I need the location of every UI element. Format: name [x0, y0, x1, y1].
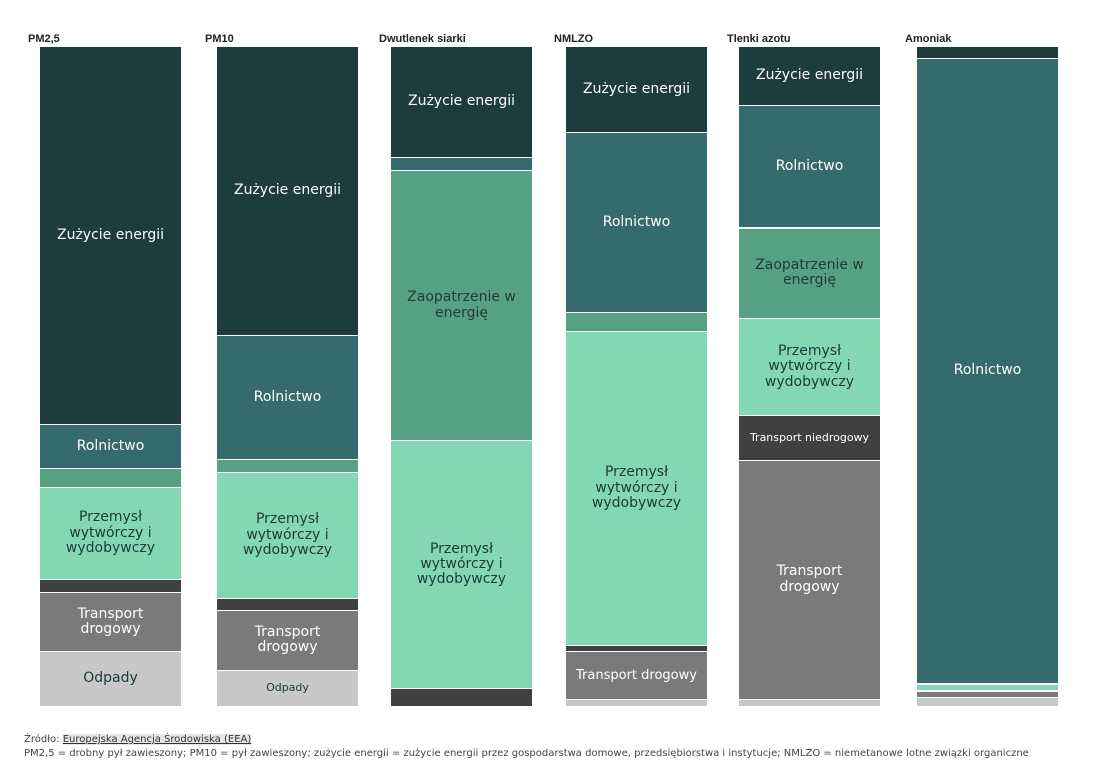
segment-label: Transport drogowy — [254, 624, 321, 656]
bar-segment-rolnictwo[interactable]: Rolnictwo — [566, 132, 707, 313]
bar-segment-zuzycie-energii[interactable]: Zużycie energii — [217, 47, 358, 337]
bar-segment-przemysl-wytworczy-i-wydobywczy[interactable]: Przemysł wytwórczy i wydobywczy — [739, 318, 880, 416]
stacked-bar-chart: PM2,5 Zużycie energii Rolnictwo Przemysł wy… — [28, 33, 1058, 707]
bar-segment-transport-niedrogowy[interactable] — [40, 580, 181, 594]
segment-label: Rolnictwo — [775, 157, 844, 174]
bar-segment-zuzycie-energii[interactable]: Zużycie energii — [566, 47, 707, 133]
column-title-tlenki-azotu: Tlenki azotu — [727, 33, 791, 45]
column-pm10: Zużycie energii Rolnictwo Przemysł wytwórc… — [217, 47, 358, 707]
bar-segment-przemysl-wytworczy-i-wydobywczy[interactable]: Przemysł wytwórczy i wydobywczy — [391, 441, 532, 690]
bar-segment-transport-niedrogowy[interactable]: Transport niedrogowy — [739, 415, 880, 461]
segment-label: Zużycie energii — [233, 182, 342, 199]
column-dwutlenek-siarki: Zużycie energii Zaopatrzenie w energię Prz… — [391, 47, 532, 707]
bar-segment-transport-niedrogowy[interactable] — [566, 645, 707, 653]
column-title-amoniak: Amoniak — [905, 33, 952, 45]
segment-label: Zaopatrzenie w energię — [407, 289, 516, 321]
bar-segment-transport-niedrogowy[interactable] — [217, 598, 358, 612]
bar-segment-zuzycie-energii[interactable]: Zużycie energii — [391, 47, 532, 158]
segment-label: Przemysł wytwórczy i wydobywczy — [65, 509, 156, 557]
bar-segment-transport-drogowy[interactable]: Transport drogowy — [217, 611, 358, 671]
column-nmlzo: Zużycie energii Rolnictwo Przemysł wytwórc… — [566, 47, 707, 707]
segment-label: Rolnictwo — [253, 388, 322, 405]
abbreviation-note: PM2,5 = drobny pył zawieszony; PM10 = py… — [24, 748, 1029, 759]
bar-segment-odpady[interactable]: Odpady — [217, 670, 358, 707]
bar-segment-odpady[interactable] — [566, 700, 707, 707]
column-pm2-5: Zużycie energii Rolnictwo Przemysł wytwórc… — [40, 47, 181, 707]
column-tlenki-azotu: Zużycie energii Rolnictwo Zaopatrzenie w e… — [739, 47, 880, 707]
source-prefix: Źródło: — [24, 734, 63, 745]
chart-footer: Źródło: Europejska Agencja Środowiska (E… — [24, 733, 1084, 761]
bar-segment-zuzycie-energii[interactable]: Zużycie energii — [739, 47, 880, 106]
source-line: Źródło: Europejska Agencja Środowiska (E… — [24, 733, 1084, 747]
bar-segment-transport-drogowy[interactable]: Transport drogowy — [40, 593, 181, 653]
bar-segment-transport-drogowy[interactable]: Transport drogowy — [739, 460, 880, 700]
segment-label: Transport drogowy — [576, 667, 697, 683]
bar-segment-rolnictwo[interactable]: Rolnictwo — [917, 58, 1058, 684]
segment-label: Transport niedrogowy — [749, 430, 870, 444]
bar-segment-zaopatrzenie-w-energie[interactable]: Zaopatrzenie w energię — [391, 171, 532, 442]
bar-segment-transport-niedrogowy[interactable] — [917, 691, 1058, 693]
bar-segment-odpady[interactable]: Odpady — [40, 652, 181, 707]
segment-label: Przemysł wytwórczy i wydobywczy — [764, 342, 855, 390]
segment-label: Odpady — [83, 670, 138, 687]
bar-segment-transport-drogowy[interactable] — [917, 692, 1058, 698]
bar-segment-zaopatrzenie-w-energie[interactable] — [917, 683, 1058, 686]
bar-segment-odpady[interactable] — [917, 697, 1058, 707]
bar-segment-transport-niedrogowy[interactable] — [391, 689, 532, 707]
bar-segment-zaopatrzenie-w-energie[interactable] — [566, 312, 707, 333]
segment-label: Zaopatrzenie w energię — [755, 256, 864, 289]
segment-label: Zużycie energii — [582, 80, 691, 97]
segment-label: Transport drogowy — [77, 605, 144, 638]
bar-segment-rolnictwo[interactable]: Rolnictwo — [40, 425, 181, 470]
bar-segment-przemysl-wytworczy-i-wydobywczy[interactable]: Przemysł wytwórczy i wydobywczy — [217, 473, 358, 599]
segment-label: Rolnictwo — [76, 438, 145, 455]
bar-segment-zuzycie-energii[interactable] — [917, 47, 1058, 59]
bar-segment-zuzycie-energii[interactable]: Zużycie energii — [40, 47, 181, 426]
segment-label: Przemysł wytwórczy i wydobywczy — [591, 464, 682, 512]
segment-label: Zużycie energii — [56, 226, 165, 243]
column-title-pm10: PM10 — [205, 33, 234, 45]
segment-label: Przemysł wytwórczy i wydobywczy — [416, 540, 507, 588]
bar-segment-przemysl-wytworczy-i-wydobywczy[interactable]: Przemysł wytwórczy i wydobywczy — [566, 332, 707, 646]
segment-label: Odpady — [266, 681, 309, 695]
bar-segment-transport-drogowy[interactable]: Transport drogowy — [566, 652, 707, 701]
bar-segment-odpady[interactable] — [739, 699, 880, 707]
segment-label: Transport drogowy — [776, 563, 843, 595]
segment-label: Zużycie energii — [407, 93, 516, 110]
segment-label: Rolnictwo — [953, 362, 1022, 379]
bar-segment-przemysl-wytworczy-i-wydobywczy[interactable] — [917, 685, 1058, 692]
segment-label: Przemysł wytwórczy i wydobywczy — [242, 511, 333, 559]
bar-segment-przemysl-wytworczy-i-wydobywczy[interactable]: Przemysł wytwórczy i wydobywczy — [40, 487, 181, 581]
bar-segment-zaopatrzenie-w-energie[interactable] — [217, 460, 358, 474]
column-amoniak: Rolnictwo — [917, 47, 1058, 707]
source-link[interactable]: Europejska Agencja Środowiska (EEA) — [62, 734, 252, 745]
column-title-pm2-5: PM2,5 — [28, 33, 60, 45]
bar-segment-rolnictwo[interactable]: Rolnictwo — [739, 105, 880, 229]
bar-segment-zaopatrzenie-w-energie[interactable]: Zaopatrzenie w energię — [739, 228, 880, 319]
segment-label: Zużycie energii — [755, 67, 864, 84]
column-title-nmlzo: NMLZO — [554, 33, 594, 45]
segment-label: Rolnictwo — [602, 213, 671, 230]
bar-segment-rolnictwo[interactable] — [391, 157, 532, 172]
column-title-dwutlenek-siarki: Dwutlenek siarki — [379, 33, 466, 45]
bar-segment-rolnictwo[interactable]: Rolnictwo — [217, 336, 358, 461]
bar-segment-zaopatrzenie-w-energie[interactable] — [40, 469, 181, 488]
